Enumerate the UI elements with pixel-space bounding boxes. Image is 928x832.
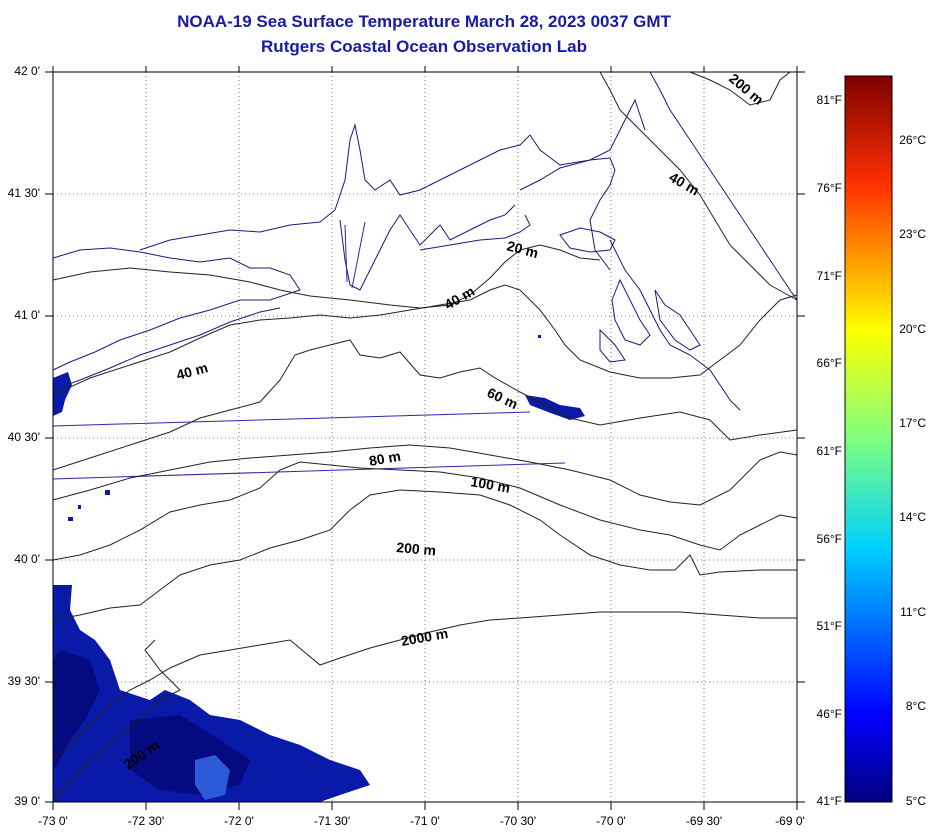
celsius-label: 14°C	[899, 510, 926, 524]
lat-label: 41 0'	[14, 308, 40, 322]
bathymetry-contours	[52, 71, 798, 801]
contour-label-80m: 80 m	[368, 448, 402, 469]
contour-label-200m: 200 m	[396, 539, 437, 558]
contour-label-40m-shelf: 40 m	[442, 283, 478, 313]
lon-label: -72 30'	[128, 814, 164, 828]
contour-label-40m-gom: 40 m	[667, 169, 703, 199]
contour-80m	[52, 444, 798, 506]
contour-40m-shelf	[52, 284, 798, 396]
contour-label-60m: 60 m	[485, 384, 521, 412]
nantucket	[559, 227, 616, 253]
contour-label-100m: 100 m	[469, 473, 511, 496]
ct-coast	[139, 98, 646, 251]
lat-labels: 42 0' 41 30' 41 0' 40 30' 40 0' 39 30' 3…	[8, 64, 40, 808]
lat-label: 39 0'	[14, 794, 40, 808]
long-island-coast	[52, 247, 301, 371]
graticule	[53, 72, 797, 802]
fahrenheit-label: 51°F	[817, 619, 842, 633]
celsius-label: 5°C	[906, 794, 926, 808]
contour-2000m	[52, 611, 797, 761]
celsius-label: 8°C	[906, 699, 926, 713]
sst-pixel	[105, 490, 110, 495]
nantucket-shoals	[609, 239, 741, 411]
lat-label: 41 30'	[8, 186, 40, 200]
sst-patch-west	[53, 372, 72, 416]
lat-label: 39 30'	[8, 674, 40, 688]
tick-marks	[45, 66, 805, 810]
celsius-label: 20°C	[899, 322, 926, 336]
sst-pixel	[78, 505, 81, 509]
lon-label: -72 0'	[224, 814, 254, 828]
celsius-label: 11°C	[900, 605, 926, 619]
lon-label: -69 30'	[686, 814, 722, 828]
fahrenheit-label: 56°F	[817, 532, 842, 546]
contour-label-40m-west: 40 m	[175, 359, 210, 383]
sst-pixel	[538, 335, 541, 338]
contour-20m	[52, 244, 601, 309]
sst-patch-light	[195, 755, 230, 800]
lon-label: -73 0'	[38, 814, 68, 828]
celsius-label: 23°C	[899, 227, 926, 241]
gulf-of-maine	[649, 71, 798, 301]
fahrenheit-label: 81°F	[817, 93, 842, 107]
sst-pixel	[68, 517, 73, 521]
map-subtitle: Rutgers Coastal Ocean Observation Lab	[261, 37, 587, 56]
colorbar-fahrenheit-labels: 81°F 76°F 71°F 66°F 61°F 56°F 51°F 46°F …	[817, 93, 842, 808]
lon-label: -70 30'	[500, 814, 536, 828]
celsius-label: 17°C	[899, 416, 926, 430]
sst-pixels	[53, 335, 585, 802]
lat-label: 42 0'	[14, 64, 40, 78]
colorbar-celsius-labels: 26°C 23°C 20°C 17°C 14°C 11°C 8°C 5°C	[899, 133, 926, 808]
lon-label: -71 0'	[410, 814, 440, 828]
lon-label: -70 0'	[596, 814, 626, 828]
lat-label: 40 0'	[14, 552, 40, 566]
map-title: NOAA-19 Sea Surface Temperature March 28…	[177, 12, 671, 31]
contour-label-2000m: 2000 m	[400, 625, 450, 649]
marthas-vineyard	[419, 214, 531, 251]
contour-100m	[52, 461, 798, 561]
lon-labels: -73 0' -72 30' -72 0' -71 30' -71 0' -70…	[38, 814, 805, 828]
fahrenheit-label: 46°F	[817, 707, 842, 721]
lat-label: 40 30'	[8, 430, 40, 444]
fahrenheit-label: 66°F	[817, 356, 842, 370]
sst-patch-shelf	[525, 395, 585, 420]
narragansett	[339, 204, 516, 291]
contour-200m-gom	[689, 71, 791, 106]
contour-60m	[52, 339, 798, 471]
fahrenheit-label: 71°F	[817, 269, 842, 283]
fahrenheit-label: 61°F	[817, 444, 842, 458]
lon-label: -69 0'	[775, 814, 805, 828]
contour-label-20m: 20 m	[505, 237, 540, 261]
contour-labels: 200 m 40 m 20 m 40 m 40 m 60 m 80 m 100 …	[121, 70, 767, 772]
long-island-south	[52, 307, 281, 391]
contour-deep	[52, 639, 181, 801]
colorbar	[844, 75, 893, 803]
fahrenheit-label: 76°F	[817, 181, 842, 195]
lon-label: -71 30'	[314, 814, 350, 828]
coastline	[52, 71, 798, 411]
contour-40m-gom	[599, 71, 798, 301]
fahrenheit-label: 41°F	[817, 794, 842, 808]
shoals-detail	[599, 278, 701, 363]
celsius-label: 26°C	[899, 133, 926, 147]
contour-200m	[52, 489, 797, 621]
